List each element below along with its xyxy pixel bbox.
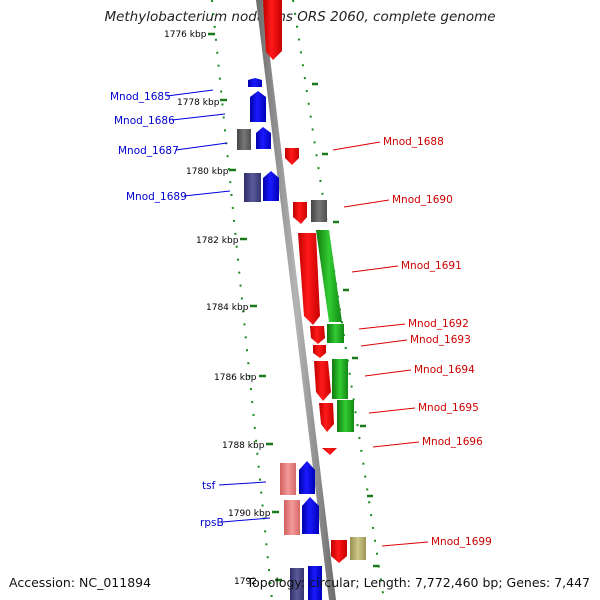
tick-marks [208, 32, 379, 582]
tick-label-1790: 1790 kbp [228, 509, 271, 519]
gene-mnod-1687[interactable] [256, 127, 271, 149]
gene-mnod-1694-green[interactable] [332, 359, 348, 399]
label-mnod-1699[interactable]: Mnod_1699 [431, 536, 492, 548]
gene-mnod-1687-gray[interactable] [237, 129, 251, 150]
gene-mnod-1692[interactable] [310, 326, 325, 344]
label-mnod-1696[interactable]: Mnod_1696 [422, 436, 483, 448]
gene-mnod-1693[interactable] [313, 345, 326, 358]
gene-mnod-1691[interactable] [298, 233, 320, 325]
accession-text: Accession: NC_011894 [9, 575, 152, 590]
tick-label-1788: 1788 kbp [222, 441, 265, 451]
tick-label-1786: 1786 kbp [214, 373, 257, 383]
gene-mnod-1690[interactable] [293, 202, 307, 224]
label-tsf[interactable]: tsf [202, 480, 216, 492]
label-mnod-1693[interactable]: Mnod_1693 [410, 334, 471, 346]
label-mnod-1685[interactable]: Mnod_1685 [110, 91, 171, 103]
label-mnod-1687[interactable]: Mnod_1687 [118, 145, 179, 157]
genome-stats-text: Topology: circular; Length: 7,772,460 bp… [246, 575, 590, 590]
gene-1792-dark[interactable] [290, 568, 304, 600]
gene-mnod-1692-green[interactable] [327, 324, 344, 343]
gene-tsf-pink[interactable] [280, 463, 296, 495]
gene-tsf[interactable] [299, 461, 315, 494]
gene-mnod-1696[interactable] [322, 448, 337, 455]
gene-mnod-1695[interactable] [319, 403, 334, 432]
left-leader-lines [166, 89, 271, 523]
label-mnod-1694[interactable]: Mnod_1694 [414, 364, 475, 376]
map-title: Methylobacterium nodulans ORS 2060, comp… [104, 9, 496, 25]
label-mnod-1692[interactable]: Mnod_1692 [408, 318, 469, 330]
gene-mnod-1686[interactable] [250, 91, 266, 122]
tick-label-1792: 1792 [234, 577, 257, 587]
label-mnod-1690[interactable]: Mnod_1690 [392, 194, 453, 206]
label-rpsB[interactable]: rpsB [200, 517, 224, 529]
gene-mnod-1689-dark[interactable] [244, 173, 261, 202]
gene-rpsB[interactable] [302, 497, 319, 534]
tick-label-1782: 1782 kbp [196, 236, 239, 246]
gene-top-red[interactable] [263, 0, 282, 60]
gene-mnod-1695-green[interactable] [337, 400, 354, 432]
tick-label-1784: 1784 kbp [206, 303, 249, 313]
gene-mnod-1690-gray[interactable] [311, 200, 327, 222]
gene-1792-blue[interactable] [308, 566, 322, 600]
label-mnod-1689[interactable]: Mnod_1689 [126, 191, 187, 203]
gene-mnod-1688[interactable] [285, 148, 299, 165]
gene-mnod-1689[interactable] [263, 171, 279, 201]
gene-mnod-1699[interactable] [331, 540, 347, 563]
gene-rpsB-pink[interactable] [284, 500, 300, 535]
label-mnod-1688[interactable]: Mnod_1688 [383, 136, 444, 148]
label-mnod-1686[interactable]: Mnod_1686 [114, 115, 175, 127]
genome-backbone [256, 0, 336, 600]
gene-mnod-1694[interactable] [314, 361, 331, 401]
label-mnod-1691[interactable]: Mnod_1691 [401, 260, 462, 272]
gene-mnod-1685[interactable] [248, 78, 262, 87]
tick-label-1778: 1778 kbp [177, 98, 220, 108]
gene-mnod-1691-green[interactable] [316, 230, 342, 322]
tick-label-1776: 1776 kbp [164, 30, 207, 40]
tick-label-1780: 1780 kbp [186, 167, 229, 177]
label-mnod-1695[interactable]: Mnod_1695 [418, 402, 479, 414]
gene-mnod-1699-olive[interactable] [350, 537, 366, 560]
right-leader-lines [332, 141, 429, 547]
